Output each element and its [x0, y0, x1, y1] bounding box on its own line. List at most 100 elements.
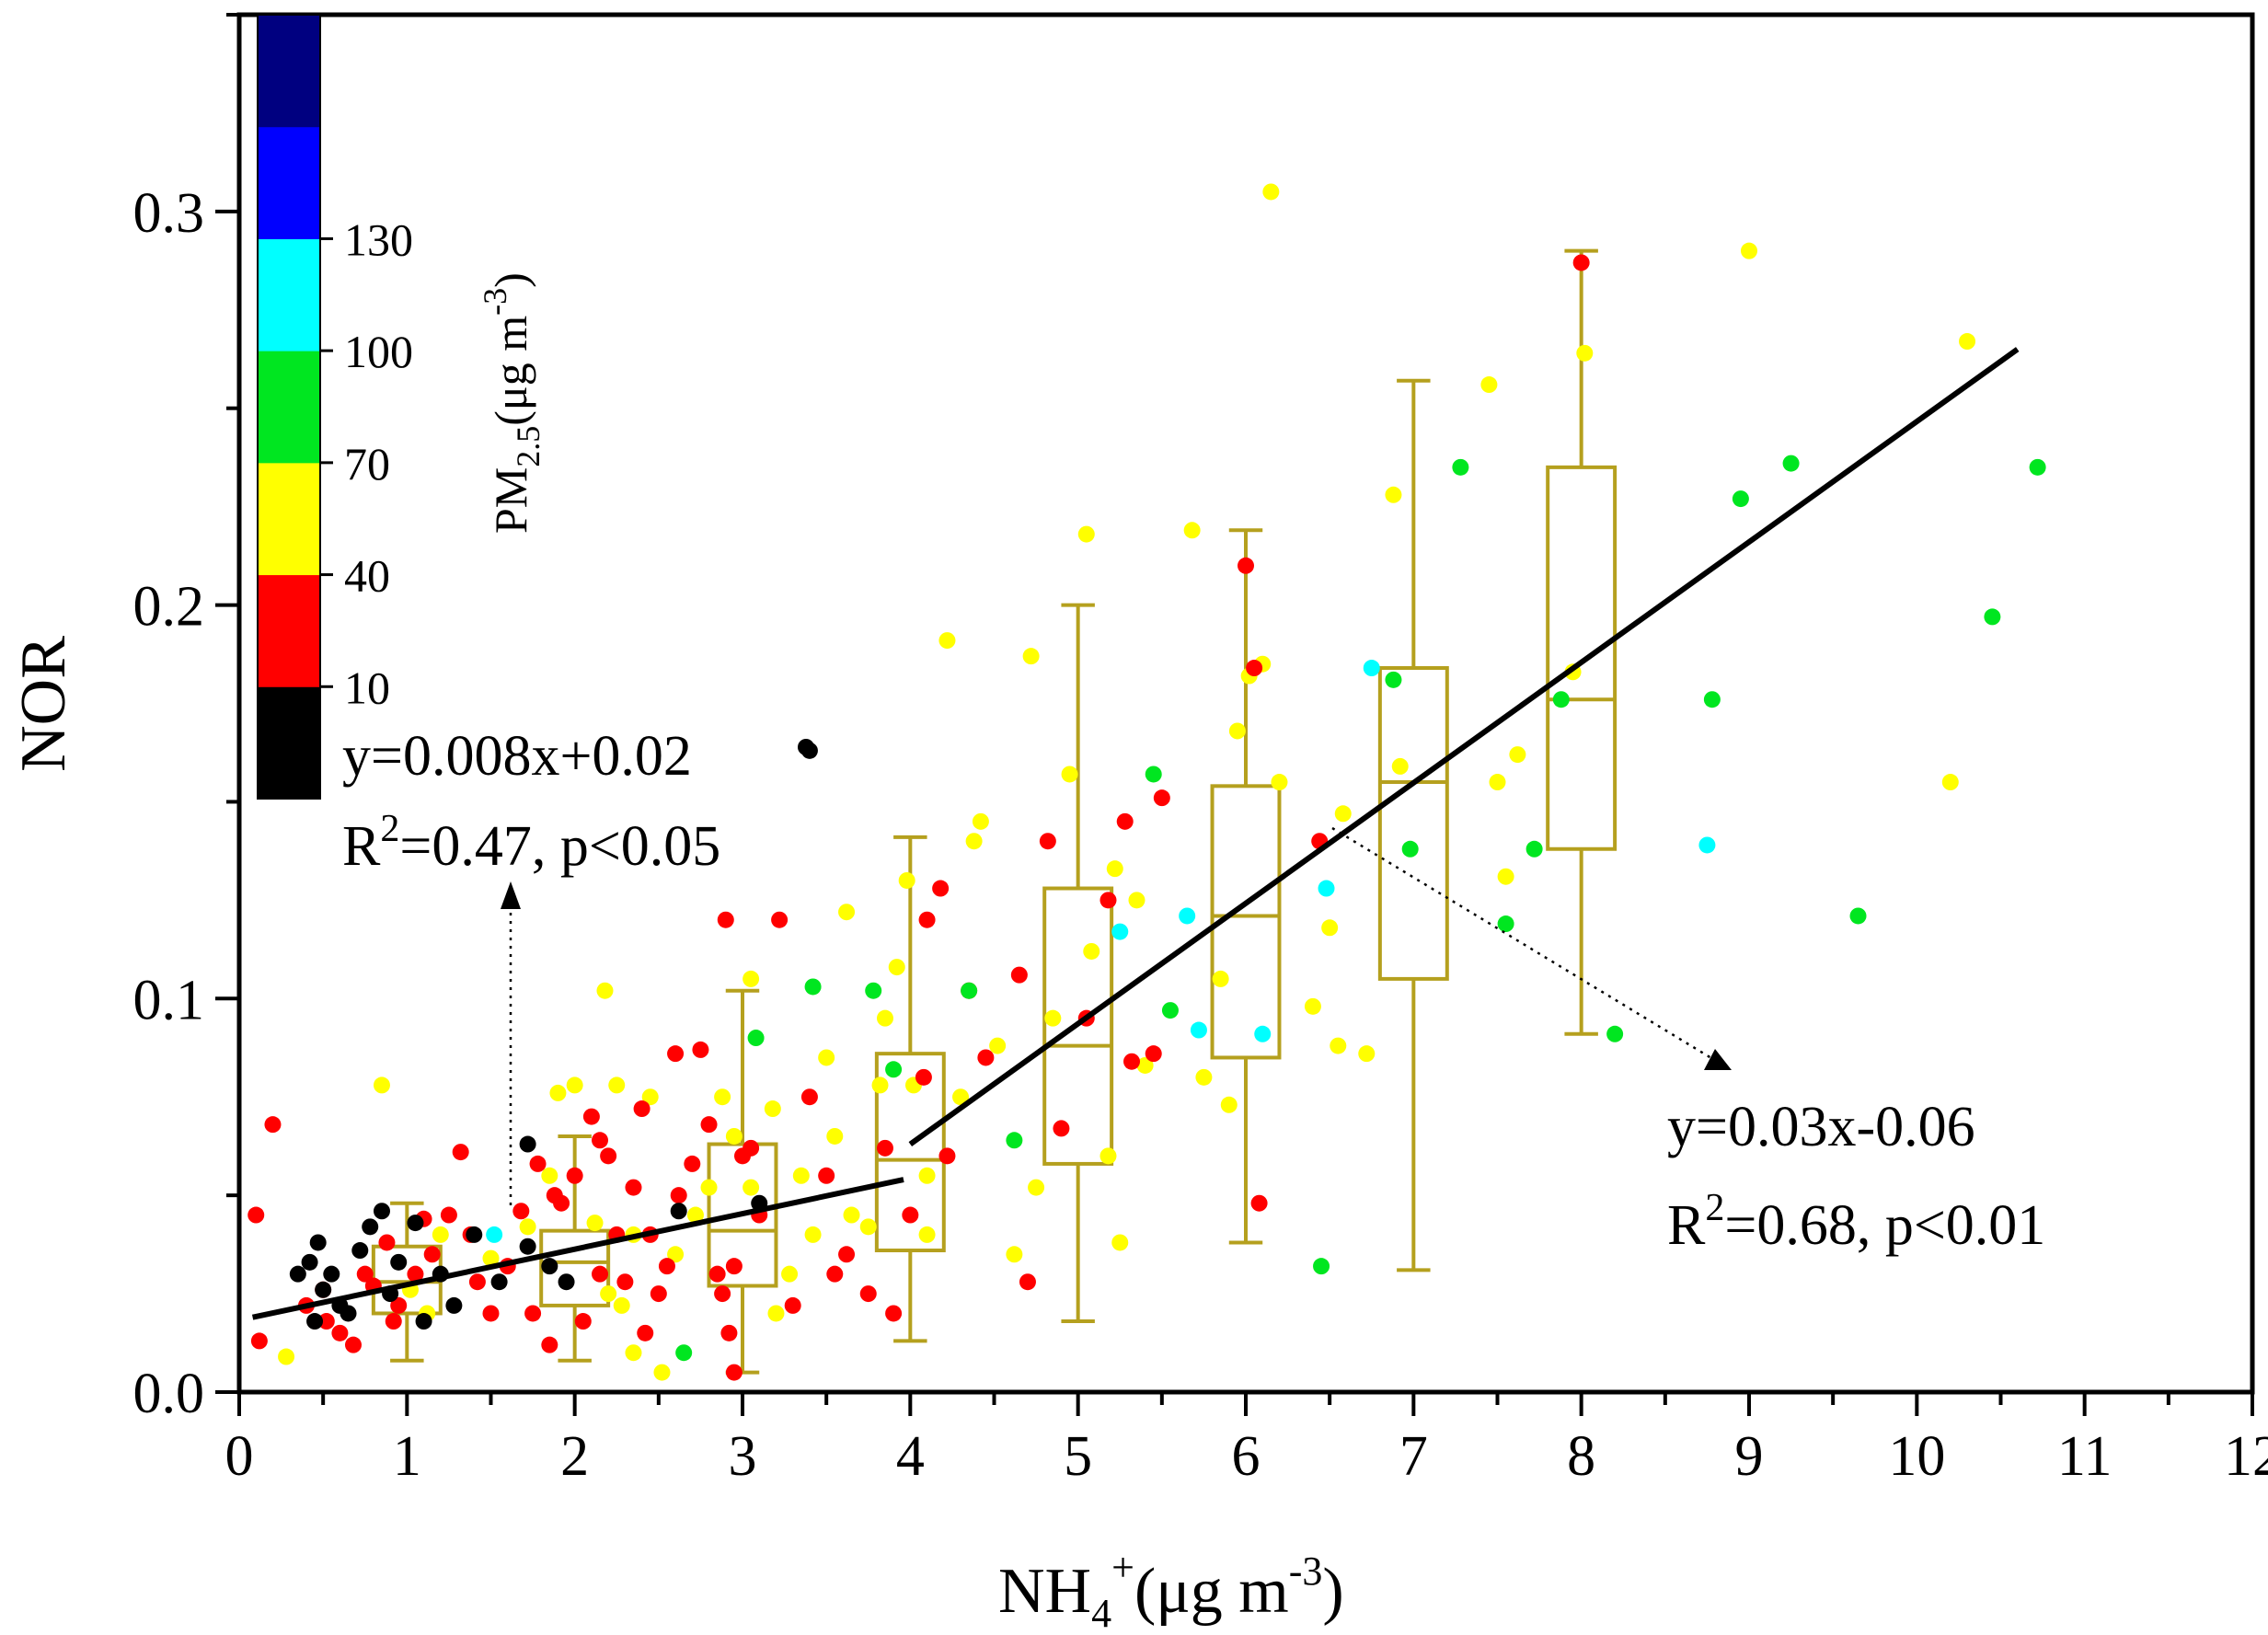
scatter-point-yellow: [1183, 522, 1201, 539]
y-tick-label: 0.0: [133, 1363, 205, 1425]
scatter-point-red: [1572, 254, 1590, 271]
scatter-point-cyan: [486, 1226, 503, 1243]
scatter-point-cyan: [1190, 1021, 1207, 1039]
scatter-point-green: [1006, 1132, 1023, 1149]
scatter-point-cyan: [1111, 923, 1129, 940]
scatter-point-red: [592, 1132, 609, 1149]
scatter-point-green: [961, 982, 978, 999]
y-tick-label: 0.1: [133, 969, 205, 1031]
scatter-point-yellow: [566, 1077, 583, 1094]
fit-lines: [251, 347, 2020, 1320]
scatter-point-yellow: [764, 1100, 781, 1118]
scatter-point-yellow: [918, 1167, 936, 1184]
scatter-point-red: [977, 1049, 995, 1066]
scatter-point-red: [700, 1116, 718, 1134]
scatter-point-red: [658, 1258, 675, 1275]
scatter-point-green: [1525, 840, 1543, 858]
colorbar-title: PM2.5(μg m-3): [477, 272, 547, 534]
scatter-point-yellow: [804, 1226, 822, 1243]
scatter-point-yellow: [1061, 766, 1078, 783]
scatter-point-red: [1099, 892, 1117, 909]
scatter-point-yellow: [613, 1296, 630, 1314]
arrow-right-head: [1704, 1049, 1732, 1070]
scatter-point-yellow: [1941, 774, 1959, 791]
scatter-point-red: [1116, 812, 1134, 830]
box-body: [539, 1228, 611, 1307]
scatter-point-red: [826, 1265, 844, 1283]
scatter-point-yellow: [519, 1218, 536, 1236]
scatter-point-green: [885, 1061, 903, 1078]
scatter-point-yellow: [938, 632, 956, 650]
scatter-point-yellow: [586, 1215, 604, 1232]
scatter-point-yellow: [1077, 525, 1095, 543]
scatter-point-black: [315, 1281, 332, 1298]
colorbar-tick-label: 40: [344, 550, 390, 602]
scatter-point-red: [1145, 1045, 1162, 1063]
scatter-point-yellow: [826, 1127, 844, 1145]
scatter-point-red: [248, 1206, 265, 1224]
x-axis-title: NH4+(μg m-3): [998, 1545, 1344, 1635]
scatter-point-yellow: [838, 904, 856, 921]
scatter-point-black: [351, 1242, 369, 1260]
scatter-point-red: [546, 1187, 563, 1204]
scatter-point-yellow: [1330, 1037, 1347, 1054]
fit-line-1: [251, 1177, 904, 1320]
y-axis: 0.0 0.1 0.2 0.3: [133, 13, 239, 1425]
scatter-point-red: [667, 1045, 685, 1063]
colorbar-band: [258, 686, 320, 800]
scatter-point-yellow: [482, 1249, 500, 1267]
scatter-point-yellow: [965, 833, 983, 850]
scatter-point-yellow: [792, 1167, 810, 1184]
box-plot: [1377, 378, 1449, 1272]
scatter-point-yellow: [1044, 1009, 1062, 1027]
equation-right-r2: R2=0.68, p<0.01: [1667, 1187, 2045, 1257]
scatter-point-green: [1401, 840, 1419, 858]
equation-right: y=0.03x-0.06 R2=0.68, p<0.01: [1667, 1096, 2045, 1257]
scatter-point-black: [323, 1265, 340, 1283]
scatter-point-red: [356, 1265, 374, 1283]
colorbar-band: [258, 15, 320, 128]
scatter-point-yellow: [1271, 774, 1288, 791]
scatter-point-cyan: [1179, 907, 1196, 925]
scatter-point-green: [747, 1030, 765, 1047]
scatter-point-red: [1123, 1053, 1141, 1070]
scatter-point-black: [558, 1273, 575, 1291]
scatter-point-yellow: [1304, 997, 1321, 1015]
scatter-point-red: [264, 1116, 282, 1134]
scatter-point-red: [566, 1167, 583, 1184]
scatter-point-red: [918, 911, 936, 928]
scatter-point-black: [340, 1305, 357, 1322]
scatter-point-yellow: [714, 1088, 731, 1106]
scatter-point-red: [717, 911, 734, 928]
scatter-point-yellow: [876, 1009, 893, 1027]
colorbar-tick-label: 70: [344, 438, 390, 489]
x-tick-label: 6: [1232, 1425, 1261, 1488]
equation-left-formula: y=0.008x+0.02: [342, 725, 692, 788]
scatter-point-red: [512, 1203, 530, 1220]
scatter-point-green: [1313, 1258, 1330, 1275]
scatter-point-black: [309, 1234, 327, 1251]
arrow-left-head: [501, 881, 521, 909]
scatter-point-red: [574, 1313, 592, 1330]
scatter-point-red: [1053, 1120, 1070, 1137]
scatter-point-yellow: [549, 1084, 567, 1101]
scatter-point-black: [301, 1253, 318, 1271]
colorbar-band: [258, 351, 320, 464]
scatter-point-red: [317, 1313, 335, 1330]
x-tick-label: 0: [225, 1425, 254, 1488]
x-tick-label: 3: [729, 1425, 757, 1488]
scatter-point-green: [865, 982, 882, 999]
scatter-point-yellow: [1228, 722, 1246, 740]
scatter-point-green: [804, 978, 822, 996]
scatter-point-red: [390, 1296, 408, 1314]
scatter-point-green: [1145, 766, 1162, 783]
scatter-point-red: [633, 1100, 650, 1118]
scatter-point-black: [407, 1215, 424, 1232]
scatter-point-black: [445, 1296, 463, 1314]
x-tick-label: 9: [1735, 1425, 1764, 1488]
scatter-point-red: [650, 1285, 667, 1303]
scatter-point-red: [902, 1206, 919, 1224]
scatter-point-red: [600, 1147, 617, 1165]
scatter-point-green: [1606, 1025, 1624, 1042]
scatter-point-yellow: [952, 1088, 970, 1106]
